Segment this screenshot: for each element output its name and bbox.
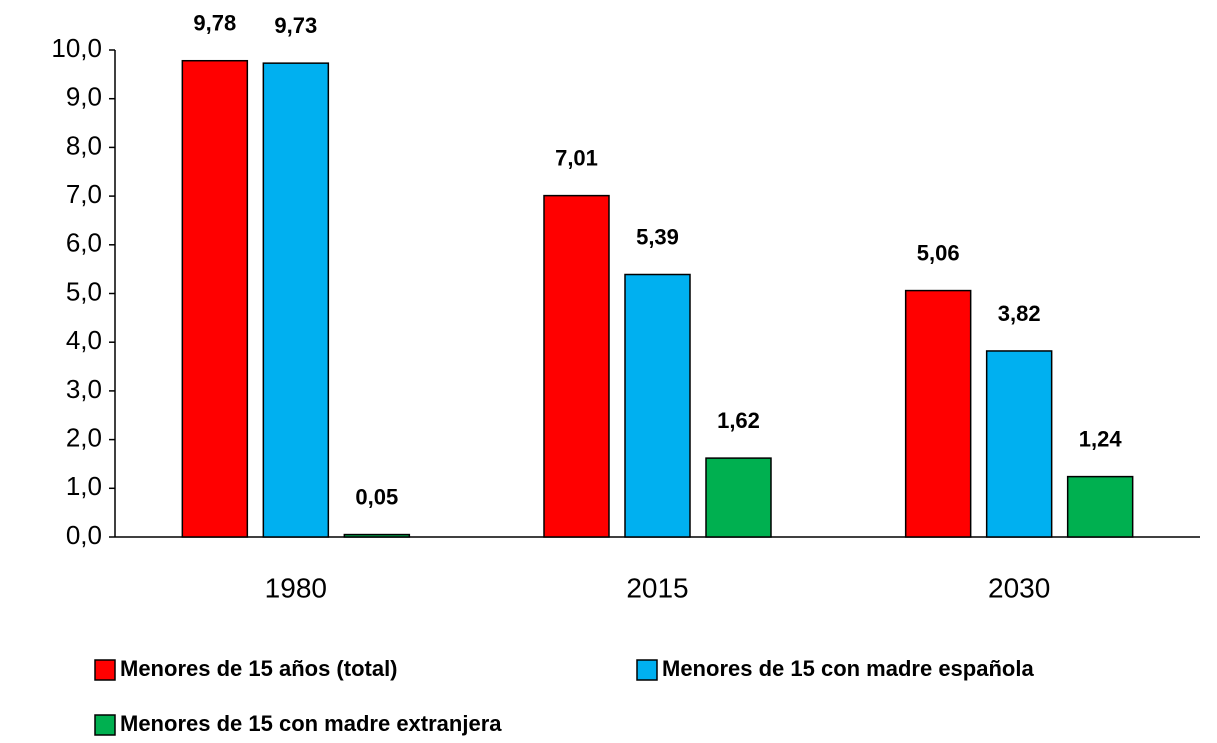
value-label: 7,01 bbox=[555, 145, 598, 170]
y-tick-label: 5,0 bbox=[66, 276, 102, 306]
y-tick-label: 6,0 bbox=[66, 228, 102, 258]
bar bbox=[985, 350, 1053, 538]
value-label: 5,39 bbox=[636, 224, 679, 249]
bar bbox=[1066, 475, 1134, 538]
legend-label: Menores de 15 con madre española bbox=[662, 656, 1034, 681]
bar bbox=[262, 62, 330, 538]
value-label: 1,24 bbox=[1079, 426, 1123, 451]
y-tick-label: 10,0 bbox=[51, 33, 102, 63]
y-tick-label: 1,0 bbox=[66, 471, 102, 501]
bar bbox=[705, 457, 772, 538]
x-tick-label: 2030 bbox=[988, 572, 1050, 603]
legend-swatch bbox=[636, 659, 658, 681]
legend-label: Menores de 15 años (total) bbox=[120, 656, 398, 681]
bar bbox=[624, 273, 691, 538]
y-tick-label: 3,0 bbox=[66, 374, 102, 404]
value-label: 9,78 bbox=[193, 11, 236, 36]
y-tick-label: 2,0 bbox=[66, 422, 102, 452]
bar bbox=[181, 59, 249, 538]
legend-swatch bbox=[94, 714, 116, 736]
bar bbox=[543, 194, 610, 538]
y-tick-label: 8,0 bbox=[66, 130, 102, 160]
x-tick-label: 2015 bbox=[626, 572, 688, 603]
x-tick-label: 1980 bbox=[265, 572, 327, 603]
value-label: 5,06 bbox=[917, 240, 960, 265]
value-label: 9,73 bbox=[274, 13, 317, 38]
y-tick-label: 9,0 bbox=[66, 82, 102, 112]
legend-swatch bbox=[94, 659, 116, 681]
value-label: 0,05 bbox=[355, 484, 398, 509]
legend-label: Menores de 15 con madre extranjera bbox=[120, 711, 502, 736]
value-label: 3,82 bbox=[998, 301, 1041, 326]
value-label: 1,62 bbox=[717, 408, 760, 433]
bar bbox=[343, 533, 411, 538]
bar bbox=[904, 289, 972, 538]
y-tick-label: 0,0 bbox=[66, 520, 102, 550]
y-tick-label: 7,0 bbox=[66, 179, 102, 209]
y-tick-label: 4,0 bbox=[66, 325, 102, 355]
